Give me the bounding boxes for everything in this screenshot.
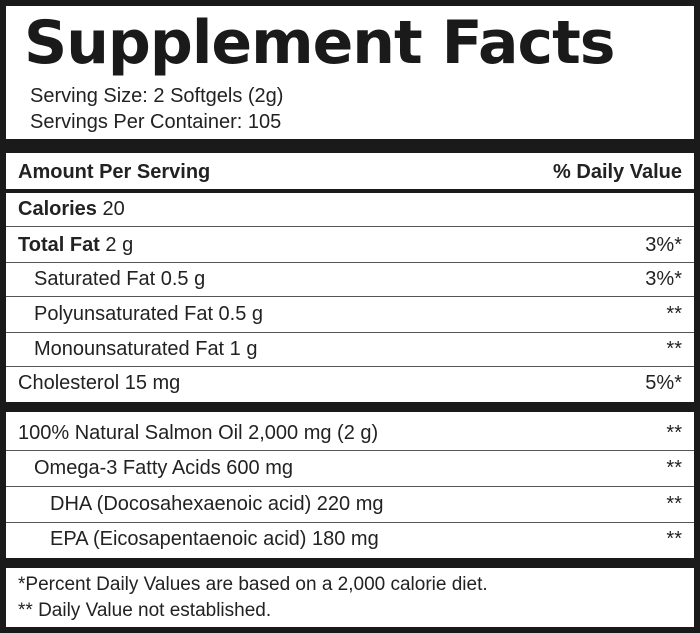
panel-title: Supplement Facts	[24, 8, 616, 78]
salmon-oil-dv: **	[666, 422, 682, 444]
divider	[6, 522, 694, 523]
salmon-oil-label: 100% Natural Salmon Oil 2,000 mg (2 g)	[18, 422, 379, 444]
calories-label: Calories	[18, 198, 97, 220]
row-salmon-oil: 100% Natural Salmon Oil 2,000 mg (2 g) *…	[6, 416, 694, 450]
total-fat-label: Total Fat	[18, 234, 100, 256]
row-total-fat: Total Fat 2 g 3%*	[6, 228, 694, 262]
divider	[6, 366, 694, 367]
divider	[6, 262, 694, 263]
row-saturated-fat: Saturated Fat 0.5 g 3%*	[6, 262, 694, 296]
monounsaturated-fat-dv: **	[666, 338, 682, 360]
dha-dv: **	[666, 493, 682, 515]
calories-amount: 20	[102, 198, 125, 220]
dha-label: DHA (Docosahexaenoic acid) 220 mg	[50, 493, 384, 515]
total-fat-dv: 3%*	[645, 234, 682, 256]
divider	[6, 296, 694, 297]
daily-value-label: % Daily Value	[553, 161, 682, 183]
polyunsaturated-fat-dv: **	[666, 303, 682, 325]
header-row: Amount Per Serving % Daily Value	[6, 155, 694, 189]
cholesterol-dv: 5%*	[645, 372, 682, 394]
row-omega-3: Omega-3 Fatty Acids 600 mg **	[6, 451, 694, 485]
epa-dv: **	[666, 528, 682, 550]
row-epa: EPA (Eicosapentaenoic acid) 180 mg **	[6, 522, 694, 556]
row-monounsaturated-fat: Monounsaturated Fat 1 g **	[6, 332, 694, 366]
omega-3-label: Omega-3 Fatty Acids 600 mg	[34, 457, 294, 479]
divider	[6, 486, 694, 487]
saturated-fat-label: Saturated Fat 0.5 g	[34, 268, 206, 290]
row-polyunsaturated-fat: Polyunsaturated Fat 0.5 g **	[6, 297, 694, 331]
cholesterol-label: Cholesterol 15 mg	[18, 372, 181, 394]
epa-label: EPA (Eicosapentaenoic acid) 180 mg	[50, 528, 379, 550]
servings-per-container: Servings Per Container: 105	[30, 111, 282, 133]
omega-3-dv: **	[666, 457, 682, 479]
thick-divider-bottom	[6, 558, 694, 568]
divider	[6, 332, 694, 333]
thick-divider-middle	[6, 402, 694, 412]
row-cholesterol: Cholesterol 15 mg 5%*	[6, 366, 694, 400]
divider	[6, 450, 694, 451]
footnote-not-established: ** Daily Value not established.	[18, 600, 272, 621]
saturated-fat-dv: 3%*	[645, 268, 682, 290]
serving-size: Serving Size: 2 Softgels (2g)	[30, 85, 284, 107]
monounsaturated-fat-label: Monounsaturated Fat 1 g	[34, 338, 258, 360]
thick-divider-top	[6, 139, 694, 153]
polyunsaturated-fat-label: Polyunsaturated Fat 0.5 g	[34, 303, 264, 325]
footnote-percent-dv: *Percent Daily Values are based on a 2,0…	[18, 574, 488, 595]
divider	[6, 226, 694, 227]
header-divider	[6, 189, 694, 193]
row-dha: DHA (Docosahexaenoic acid) 220 mg **	[6, 487, 694, 521]
row-calories: Calories 20	[6, 192, 694, 226]
amount-per-serving-label: Amount Per Serving	[18, 161, 211, 183]
total-fat-amount: 2 g	[105, 234, 134, 256]
